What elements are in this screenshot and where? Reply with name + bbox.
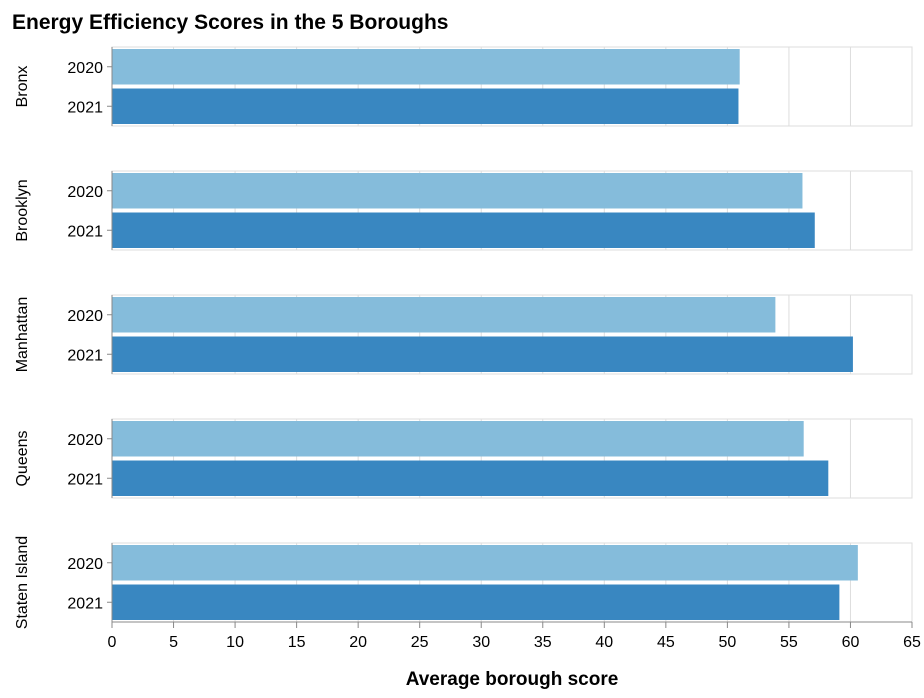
y-tick-label: 2021 [67, 471, 103, 488]
x-tick-label: 65 [903, 634, 921, 651]
bar [112, 173, 803, 209]
x-tick-label: 20 [349, 634, 367, 651]
facet-label: Manhattan [14, 297, 31, 373]
x-tick-label: 35 [534, 634, 552, 651]
y-tick-label: 2021 [67, 595, 103, 612]
y-tick-label: 2020 [67, 60, 103, 77]
x-axis-label: Average borough score [406, 669, 619, 690]
chart-title: Energy Efficiency Scores in the 5 Boroug… [12, 11, 448, 34]
y-tick-label: 2020 [67, 556, 103, 573]
bar [112, 584, 840, 620]
x-tick-label: 10 [226, 634, 244, 651]
x-tick-label: 45 [657, 634, 675, 651]
x-tick-label: 30 [472, 634, 490, 651]
x-tick-label: 0 [108, 634, 117, 651]
bar [112, 421, 804, 457]
bar [112, 545, 858, 581]
bar [112, 297, 776, 333]
facet-label: Staten Island [14, 536, 31, 629]
y-tick-label: 2021 [67, 347, 103, 364]
x-tick-label: 15 [288, 634, 306, 651]
y-tick-label: 2020 [67, 308, 103, 325]
bar [112, 460, 829, 496]
x-tick-label: 60 [842, 634, 860, 651]
x-tick-label: 5 [169, 634, 178, 651]
y-tick-label: 2020 [67, 432, 103, 449]
y-tick-label: 2021 [67, 99, 103, 116]
y-tick-label: 2021 [67, 223, 103, 240]
x-tick-label: 55 [780, 634, 798, 651]
x-tick-label: 40 [595, 634, 613, 651]
facet-label: Bronx [14, 66, 31, 108]
bar [112, 336, 853, 372]
bar [112, 212, 815, 248]
facet-label: Brooklyn [14, 179, 31, 241]
bar [112, 88, 739, 124]
bar [112, 49, 740, 85]
x-tick-label: 50 [718, 634, 736, 651]
facet-label: Queens [14, 430, 31, 486]
x-tick-label: 25 [411, 634, 429, 651]
y-tick-label: 2020 [67, 184, 103, 201]
